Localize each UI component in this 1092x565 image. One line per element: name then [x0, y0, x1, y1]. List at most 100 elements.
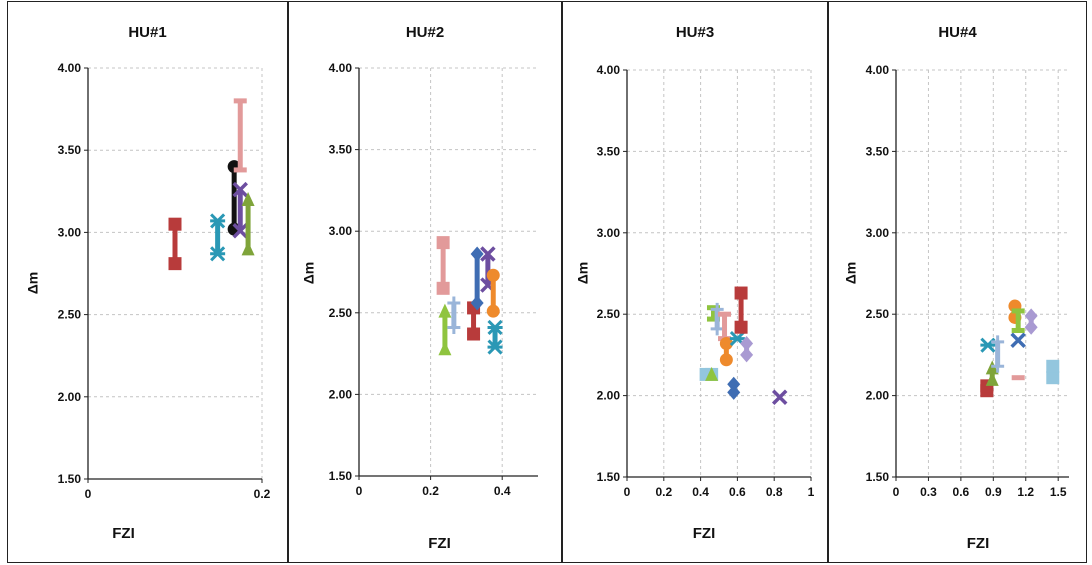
data-point-plus: [447, 296, 461, 310]
y-tick-label: 3.00: [866, 226, 890, 240]
data-point-triangle: [438, 341, 452, 356]
data-point-square: [1046, 359, 1060, 373]
data-point-asterisk: [210, 246, 226, 262]
data-point-dash: [1011, 375, 1025, 381]
data-point-diamond: [727, 384, 741, 400]
x-tick-label: 1.2: [1017, 485, 1034, 499]
chart-title: HU#3: [675, 24, 715, 41]
y-tick-label: 4.00: [597, 63, 621, 77]
chart-title: HU#2: [405, 24, 445, 41]
data-point-dash: [233, 167, 247, 173]
x-axis-label: FZI: [966, 535, 990, 552]
x-tick-label: 0.2: [422, 484, 439, 498]
x-tick-label: 0: [893, 485, 900, 499]
data-point-x: [232, 181, 248, 198]
y-tick-label: 4.00: [329, 61, 353, 75]
data-point-triangle: [985, 371, 999, 386]
data-point-square: [734, 320, 748, 334]
data-point-dash: [718, 311, 732, 317]
chart-panel-hu3: HU#3 Δm FZI 1.50 2.00 2.50 3.00 3.50 4.00 0 0.2…: [562, 1, 828, 563]
y-tick-label: 1.50: [329, 469, 353, 483]
data-point-diamond: [1024, 319, 1038, 335]
data-point-x: [232, 223, 248, 239]
x-axis-label: FZI: [428, 535, 451, 552]
data-point-square: [1046, 371, 1060, 385]
data-point-circle: [486, 304, 500, 318]
x-tick-label: 0.4: [692, 485, 709, 499]
data-point-x: [480, 246, 496, 262]
data-point-square: [734, 286, 748, 300]
data-point-circle: [486, 268, 500, 282]
y-tick-label: 3.00: [329, 224, 353, 238]
chart-title: HU#4: [938, 24, 977, 41]
data-point-plus: [991, 335, 1005, 349]
x-tick-label: 1: [808, 485, 815, 499]
data-point-triangle: [705, 366, 719, 381]
data-point-plus: [710, 302, 724, 316]
y-tick-label: 2.00: [329, 387, 353, 401]
y-tick-label: 4.00: [58, 61, 82, 75]
x-tick-label: 0.6: [953, 485, 970, 499]
x-tick-label: 0.6: [729, 485, 746, 499]
plot-area: 1.50 2.00 2.50 3.00 3.50 4.00 0 0.2 0.4: [329, 61, 538, 498]
x-tick-label: 0.2: [655, 485, 672, 499]
y-tick-label: 3.50: [329, 143, 353, 157]
data-point-asterisk: [210, 213, 226, 229]
y-tick-label: 2.50: [58, 308, 82, 322]
plot-area: 1.50 2.00 2.50 3.00 3.50 4.00 0 0.2: [58, 61, 271, 501]
data-point-plus: [447, 320, 461, 334]
y-tick-label: 4.00: [866, 63, 890, 77]
data-point-plus: [991, 359, 1005, 373]
x-axis-label: FZI: [692, 525, 716, 542]
y-tick-label: 1.50: [866, 470, 890, 484]
y-tick-label: 2.00: [597, 389, 621, 403]
data-point-plus: [710, 322, 724, 336]
x-tick-label: 0.3: [920, 485, 937, 499]
data-point-diamond: [470, 246, 484, 262]
data-point-circle: [719, 353, 733, 367]
data-point-square: [467, 327, 481, 341]
data-point-diamond: [740, 347, 754, 363]
data-point-x: [1010, 332, 1026, 348]
data-point-dash: [1011, 308, 1025, 314]
data-point-x: [771, 389, 788, 405]
y-tick-label: 2.50: [329, 306, 353, 320]
x-tick-label: 0.9: [985, 485, 1002, 499]
x-tick-label: 0: [624, 485, 631, 499]
x-tick-label: 0.4: [494, 484, 511, 498]
data-point-dash: [706, 316, 720, 322]
data-point-circle: [719, 337, 733, 351]
y-tick-label: 2.50: [866, 307, 890, 321]
x-tick-label: 0.8: [766, 485, 783, 499]
x-axis-label: FZI: [112, 525, 135, 542]
chart-title: HU#1: [128, 24, 167, 41]
data-point-square: [436, 281, 450, 295]
x-tick-label: 0: [356, 484, 363, 498]
y-tick-label: 3.50: [58, 143, 82, 157]
x-tick-label: 0.2: [254, 487, 271, 501]
data-point-diamond: [727, 376, 741, 392]
data-point-diamond: [740, 336, 754, 352]
y-tick-label: 3.50: [597, 144, 621, 158]
y-tick-label: 1.50: [597, 470, 621, 484]
y-tick-label: 3.00: [58, 225, 82, 239]
y-tick-label: 2.00: [58, 390, 82, 404]
data-point-asterisk: [487, 339, 503, 355]
data-point-square: [436, 236, 450, 250]
data-point-triangle: [241, 241, 255, 256]
x-tick-label: 0: [85, 487, 92, 501]
y-tick-label: 2.00: [866, 389, 890, 403]
data-point-asterisk: [487, 319, 503, 336]
data-point-triangle: [241, 192, 255, 207]
plot-area: 1.50 2.00 2.50 3.00 3.50 4.00 0 0.3 0.6 0.9 1.2 1.5: [866, 63, 1069, 499]
y-tick-label: 3.00: [597, 226, 621, 240]
data-point-dash: [1011, 327, 1025, 333]
x-tick-label: 1.5: [1050, 485, 1067, 499]
y-tick-label: 1.50: [58, 472, 82, 486]
data-point-triangle: [438, 303, 452, 318]
y-tick-label: 2.50: [597, 307, 621, 321]
data-point-dash: [706, 305, 720, 311]
chart-panel-hu2: HU#2 Δm FZI 1.50 2.00 2.50 3.00 3.50 4.00 0 0.2…: [288, 1, 562, 563]
data-point-square: [168, 257, 182, 271]
data-point-square: [168, 217, 182, 231]
